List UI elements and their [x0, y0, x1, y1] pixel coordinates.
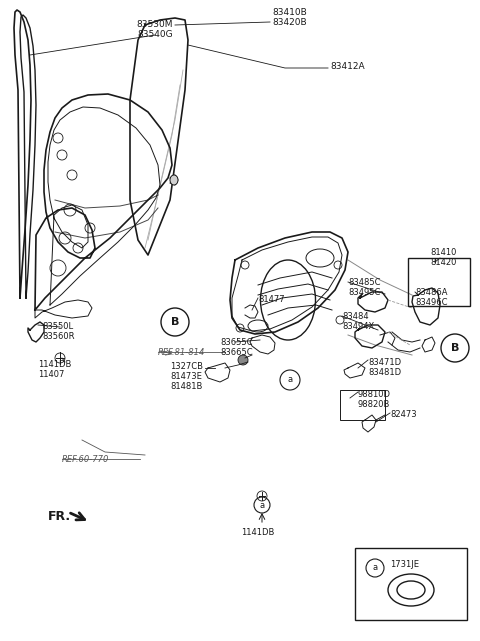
Text: 83655C: 83655C — [220, 338, 252, 347]
Text: 98810D: 98810D — [358, 390, 391, 399]
Text: 82473: 82473 — [390, 410, 417, 419]
Text: 81473E: 81473E — [170, 372, 202, 381]
Text: B: B — [451, 343, 459, 353]
Text: REF.81-814: REF.81-814 — [158, 348, 205, 357]
Text: 83486A: 83486A — [415, 288, 447, 297]
Text: REF.60-770: REF.60-770 — [62, 455, 109, 464]
Text: 83495C: 83495C — [348, 288, 380, 297]
Bar — [408, 258, 470, 306]
Text: 83530M: 83530M — [137, 20, 173, 29]
Text: 83494X: 83494X — [342, 322, 374, 331]
Text: 83496C: 83496C — [415, 298, 447, 307]
Text: 81477: 81477 — [258, 295, 285, 304]
Text: 83665C: 83665C — [220, 348, 252, 357]
Text: 83471D: 83471D — [368, 358, 401, 367]
Text: 1141DB: 1141DB — [241, 528, 275, 537]
Text: a: a — [259, 501, 264, 510]
Text: 83481D: 83481D — [368, 368, 401, 377]
Text: B: B — [171, 317, 179, 327]
Circle shape — [238, 355, 248, 365]
Text: FR.: FR. — [48, 510, 71, 523]
Text: 83540G: 83540G — [137, 30, 173, 39]
Ellipse shape — [170, 175, 178, 185]
Text: a: a — [288, 376, 293, 385]
Text: 11407: 11407 — [38, 370, 64, 379]
Text: 81410: 81410 — [430, 248, 456, 257]
Text: 83484: 83484 — [342, 312, 369, 321]
Text: 98820B: 98820B — [358, 400, 390, 409]
Text: 83410B: 83410B — [273, 8, 307, 17]
Text: 83412A: 83412A — [330, 62, 365, 71]
Text: 83560R: 83560R — [42, 332, 74, 341]
Text: 81481B: 81481B — [170, 382, 203, 391]
Text: 1141DB: 1141DB — [38, 360, 72, 369]
Text: 83550L: 83550L — [42, 322, 73, 331]
Bar — [340, 390, 385, 420]
Text: a: a — [372, 563, 378, 572]
Text: 83485C: 83485C — [348, 278, 381, 287]
Text: 1327CB: 1327CB — [170, 362, 203, 371]
Text: 81420: 81420 — [430, 258, 456, 267]
Text: 1731JE: 1731JE — [390, 560, 419, 569]
Text: 83420B: 83420B — [273, 18, 307, 27]
Bar — [355, 548, 467, 620]
